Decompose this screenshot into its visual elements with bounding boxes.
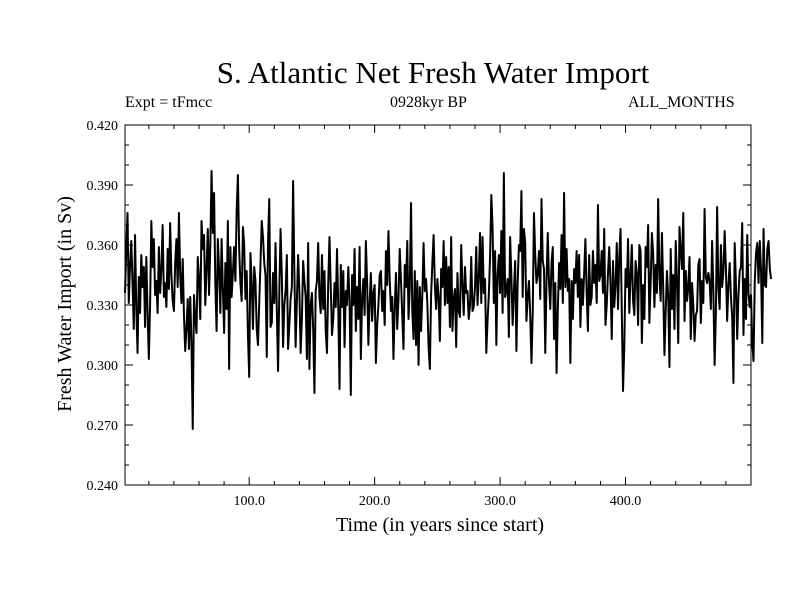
y-tick-label: 0.300 xyxy=(87,359,119,374)
y-tick-label: 0.390 xyxy=(87,179,119,194)
plot-frame xyxy=(124,124,752,486)
chart-title: S. Atlantic Net Fresh Water Import xyxy=(216,55,650,90)
x-axis-label: Time (in years since start) xyxy=(335,514,545,536)
epoch-label: 0928kyr BP xyxy=(390,94,467,111)
x-tick-label: 400.0 xyxy=(610,494,642,509)
y-tick-label: 0.420 xyxy=(87,119,119,134)
y-tick-label: 0.330 xyxy=(87,299,119,314)
x-tick-label: 100.0 xyxy=(233,494,265,509)
series-line-fresh-water-import xyxy=(124,170,773,430)
months-label: ALL_MONTHS xyxy=(628,94,735,111)
y-tick-label: 0.360 xyxy=(87,239,119,254)
tick-labels: 100.0 200.0 300.0 400.0 0.240 0.270 0.300 0.330… xyxy=(87,119,642,509)
y-tick-label: 0.240 xyxy=(87,479,119,494)
x-tick-label: 300.0 xyxy=(484,494,516,509)
tick-marks xyxy=(125,125,751,485)
x-tick-label: 200.0 xyxy=(359,494,391,509)
experiment-label: Expt = tFmcc xyxy=(125,94,213,111)
y-tick-label: 0.270 xyxy=(87,419,119,434)
